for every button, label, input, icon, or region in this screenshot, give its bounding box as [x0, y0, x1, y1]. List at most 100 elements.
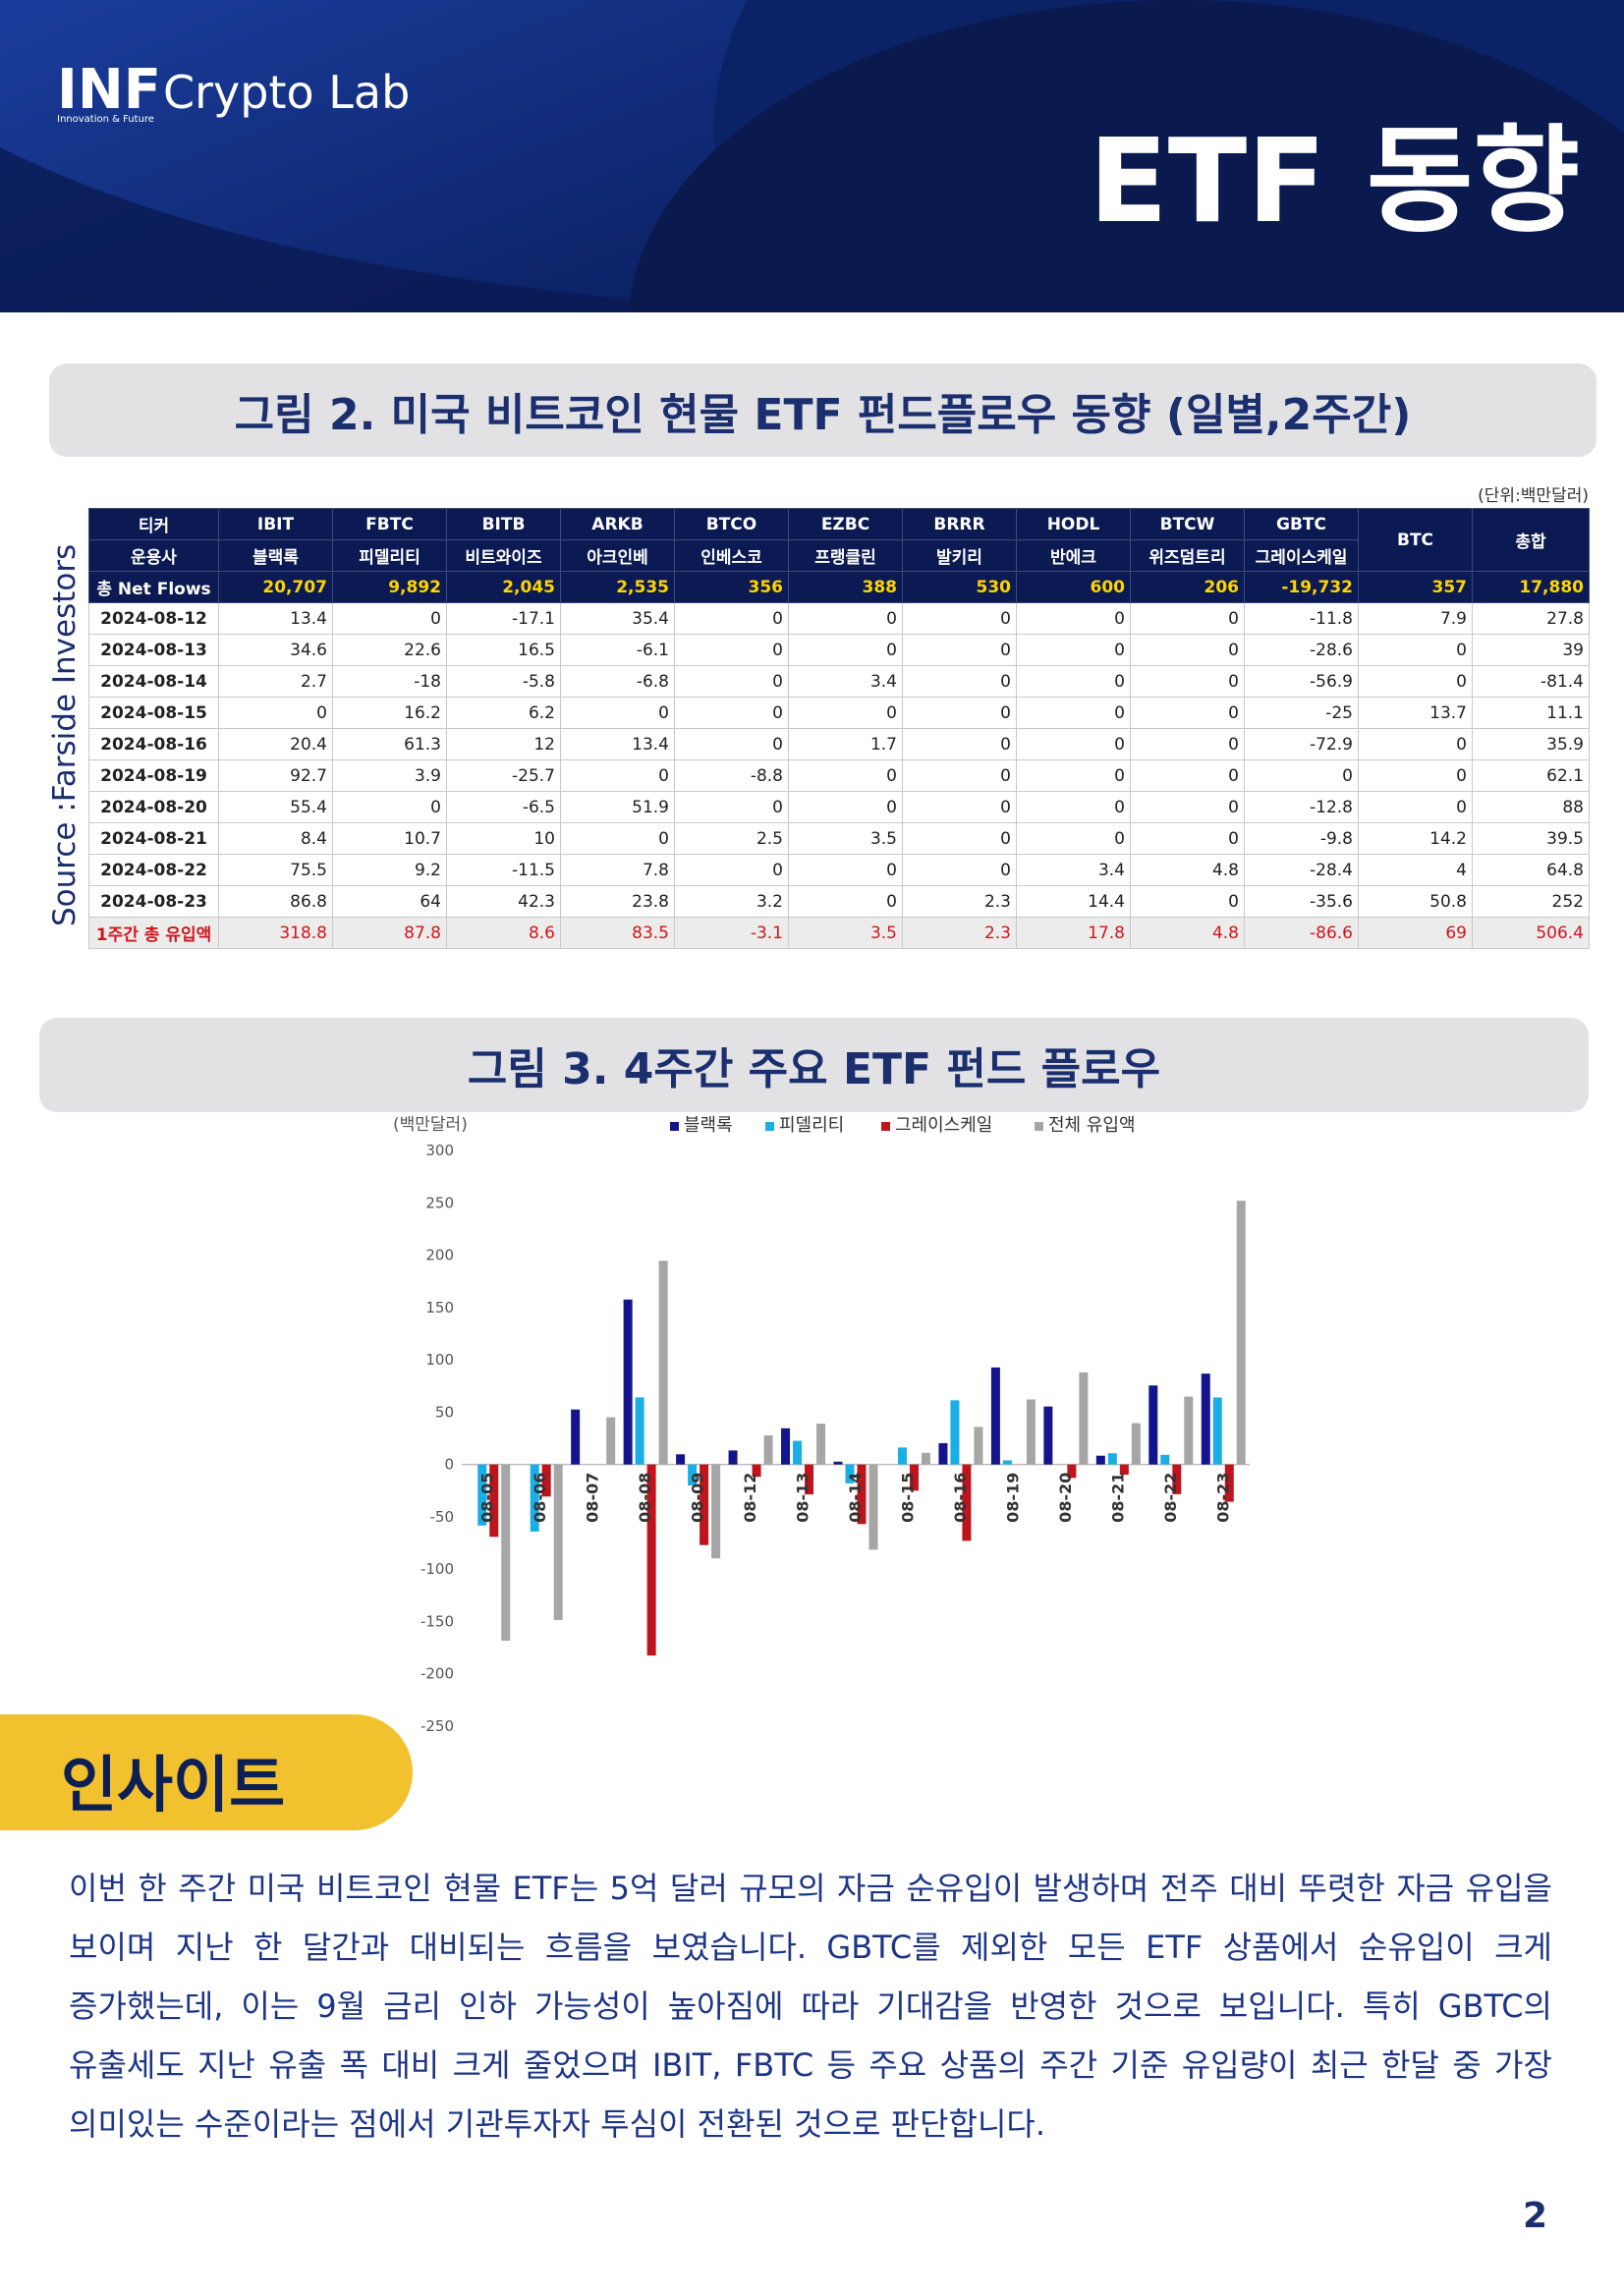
y-tick-label: -50: [430, 1508, 455, 1526]
y-tick-label: -250: [420, 1717, 454, 1735]
table-cell: 반에크: [1016, 539, 1131, 572]
bar: [833, 1461, 843, 1465]
logo-name: Crypto Lab: [163, 66, 410, 119]
bar: [1119, 1464, 1129, 1476]
bar: [897, 1447, 907, 1465]
table-cell: 13.7: [1358, 697, 1473, 729]
table-cell: 총 Net Flows: [88, 571, 219, 603]
table-cell: 9,892: [332, 571, 447, 603]
table-cell: -35.6: [1244, 885, 1359, 918]
bar: [962, 1464, 972, 1541]
x-tick-label: 08-19: [1003, 1473, 1022, 1523]
table-cell: 22.6: [332, 634, 447, 666]
bar: [816, 1424, 826, 1465]
legend-label: 그레이스케일: [895, 1115, 992, 1136]
table-cell: 1.7: [788, 728, 903, 760]
table-row: 2024-08-15 0 16.2 6.2 0 0 0 0 0 0 -25 13.7 11.1: [88, 697, 1590, 729]
bar: [921, 1452, 930, 1465]
table-cell: 1주간 총 유입액: [88, 917, 219, 949]
table-cell: 티커: [88, 508, 219, 540]
table-cell: 0: [902, 697, 1017, 729]
table-cell: -11.8: [1244, 602, 1359, 635]
bar: [530, 1464, 539, 1532]
table-cell: 88: [1472, 791, 1590, 823]
table-cell: 0: [674, 854, 789, 886]
y-tick-label: 0: [444, 1456, 454, 1474]
table-cell: FBTC: [332, 508, 447, 540]
table-cell: 2024-08-23: [88, 885, 219, 918]
table-cell: 10: [446, 822, 561, 855]
table-cell: IBIT: [218, 508, 333, 540]
bar: [1131, 1423, 1141, 1465]
table-cell: -6.1: [560, 634, 675, 666]
insight-title: 인사이트: [61, 1749, 286, 1820]
table-cell: 86.8: [218, 885, 333, 918]
table-cell: 13.4: [560, 728, 675, 760]
bar: [1148, 1385, 1158, 1465]
table-cell: 0: [674, 728, 789, 760]
table-cell: 69: [1358, 917, 1473, 949]
table-cell: 92.7: [218, 759, 333, 792]
table-cell: -6.5: [446, 791, 561, 823]
table-cell: 0: [560, 759, 675, 792]
table-cell: -72.9: [1244, 728, 1359, 760]
y-tick-label: 100: [425, 1351, 454, 1369]
table-cell: -18: [332, 665, 447, 698]
table-cell: 35.9: [1472, 728, 1590, 760]
table-cell: 피델리티: [332, 539, 447, 572]
x-tick-label: 08-22: [1161, 1473, 1180, 1523]
table-cell: 0: [1016, 634, 1131, 666]
table-row: 2024-08-21 8.4 10.7 10 0 2.5 3.5 0 0 0 -9.8 14.2 39.…: [88, 822, 1590, 855]
table-cell: 600: [1016, 571, 1131, 603]
insight-text: 이번 한 주간 미국 비트코인 현물 ETF는 5억 달러 규모의 자금 순유입…: [69, 1870, 1552, 2143]
bar: [1184, 1396, 1194, 1465]
table-cell: 2024-08-19: [88, 759, 219, 792]
table-cell: 2.5: [674, 822, 789, 855]
table-cell: 17,880: [1472, 571, 1590, 603]
table-cell: 7.9: [1358, 602, 1473, 635]
table-cell: 0: [902, 822, 1017, 855]
table-cell: 0: [1358, 791, 1473, 823]
table-cell: 3.5: [788, 917, 903, 949]
table-cell: 2024-08-12: [88, 602, 219, 635]
table-cell: -25.7: [446, 759, 561, 792]
table-cell: 530: [902, 571, 1017, 603]
legend-swatch: [670, 1122, 679, 1131]
table-cell: 0: [788, 759, 903, 792]
bar: [950, 1400, 960, 1465]
table-cell: 4: [1358, 854, 1473, 886]
table-cell: 0: [902, 728, 1017, 760]
table-cell: 506.4: [1472, 917, 1590, 949]
bar: [1095, 1455, 1105, 1465]
table-cell: 0: [788, 602, 903, 635]
table-cell: 14.2: [1358, 822, 1473, 855]
table-cell: -25: [1244, 697, 1359, 729]
bar: [857, 1464, 867, 1525]
bar: [868, 1464, 878, 1550]
x-tick-label: 08-21: [1108, 1473, 1127, 1523]
table-cell: 0: [1016, 602, 1131, 635]
table-cell: 7.8: [560, 854, 675, 886]
bar: [1172, 1464, 1182, 1494]
table-cell: 0: [560, 822, 675, 855]
legend-swatch: [1035, 1122, 1043, 1131]
table-cell: 12: [446, 728, 561, 760]
table-cell: 39: [1472, 634, 1590, 666]
table-cell: -8.8: [674, 759, 789, 792]
table-cell: 총합: [1472, 508, 1590, 572]
table-cell: -3.1: [674, 917, 789, 949]
x-tick-label: 08-15: [898, 1473, 917, 1523]
legend-label: 전체 유입액: [1048, 1115, 1136, 1136]
table-cell: 10.7: [332, 822, 447, 855]
x-tick-label: 08-05: [478, 1473, 497, 1523]
y-tick-label: 250: [425, 1194, 454, 1211]
table-cell: 0: [1130, 822, 1245, 855]
table-cell: BTC: [1358, 508, 1473, 572]
table-cell: 2024-08-21: [88, 822, 219, 855]
table-cell: 0: [902, 791, 1017, 823]
table-cell: 0: [1130, 697, 1245, 729]
table-cell: 206: [1130, 571, 1245, 603]
legend-label: 블랙록: [684, 1115, 733, 1136]
table-cell: 62.1: [1472, 759, 1590, 792]
